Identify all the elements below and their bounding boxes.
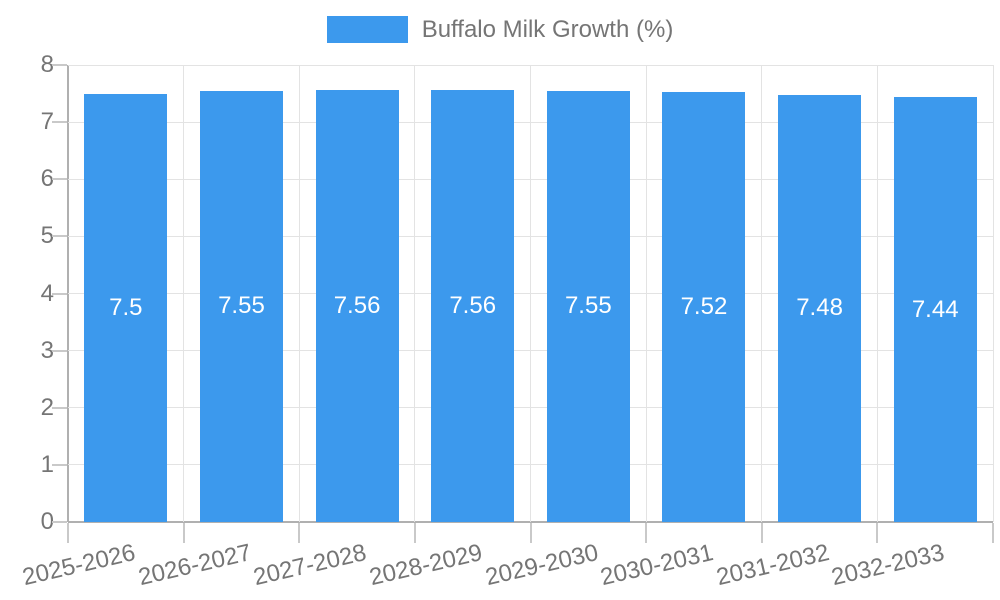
y-tick-label: 3 bbox=[40, 336, 54, 364]
plot-area: 7.5 7.55 7.56 7.56 7.55 7.52 7.48 7.44 bbox=[52, 64, 994, 543]
gridline-vertical bbox=[183, 65, 185, 522]
y-axis-tick bbox=[52, 463, 67, 466]
x-axis-tick bbox=[760, 523, 763, 543]
legend-swatch-icon bbox=[326, 16, 408, 43]
y-axis-tick bbox=[52, 349, 67, 352]
x-axis-tick bbox=[298, 523, 301, 543]
bar-value-label: 7.56 bbox=[333, 292, 381, 320]
bar-2025-2026: 7.5 bbox=[84, 93, 168, 522]
y-tick-label: 4 bbox=[40, 279, 54, 307]
x-axis-tick bbox=[876, 523, 879, 543]
gridline-vertical bbox=[876, 65, 878, 522]
x-axis-line bbox=[68, 521, 993, 523]
x-axis-tick bbox=[529, 523, 532, 543]
x-tick-label-2029-2030: 2029-2030 bbox=[482, 539, 601, 592]
y-tick-label: 7 bbox=[40, 108, 54, 136]
x-axis-tick bbox=[645, 523, 648, 543]
bar-value-label: 7.44 bbox=[911, 295, 959, 323]
gridline-vertical bbox=[298, 65, 300, 522]
x-tick-label-2031-2032: 2031-2032 bbox=[713, 539, 832, 592]
bar-2030-2031: 7.52 bbox=[662, 92, 746, 522]
bar-2032-2033: 7.44 bbox=[893, 97, 977, 522]
bar-2027-2028: 7.56 bbox=[315, 90, 399, 522]
y-axis-tick bbox=[52, 178, 67, 181]
gridline-vertical bbox=[414, 65, 416, 522]
x-axis-labels: 2025-2026 2026-2027 2027-2028 2028-2029 2029… bbox=[20, 527, 993, 600]
gridline-vertical bbox=[992, 65, 994, 522]
y-tick-label: 0 bbox=[40, 508, 54, 535]
bar-2029-2030: 7.55 bbox=[546, 90, 630, 522]
x-axis-tick bbox=[413, 523, 416, 543]
x-axis-tick bbox=[992, 523, 994, 543]
x-tick-label-2028-2029: 2028-2029 bbox=[366, 539, 485, 592]
bar-value-label: 7.55 bbox=[564, 292, 612, 320]
y-axis-tick bbox=[52, 521, 67, 523]
gridline-vertical bbox=[645, 65, 647, 522]
y-tick-label: 2 bbox=[40, 393, 54, 421]
legend-item-buffalo-milk-growth[interactable]: Buffalo Milk Growth (%) bbox=[326, 16, 674, 43]
y-tick-label: 5 bbox=[40, 222, 54, 250]
x-tick-label-2032-2033: 2032-2033 bbox=[829, 539, 948, 592]
x-tick-label-2026-2027: 2026-2027 bbox=[135, 539, 254, 592]
y-axis-tick bbox=[52, 235, 67, 238]
x-tick-label-2027-2028: 2027-2028 bbox=[251, 539, 370, 592]
y-tick-label: 8 bbox=[40, 51, 54, 78]
x-tick-label-2025-2026: 2025-2026 bbox=[19, 539, 138, 592]
legend-label: Buffalo Milk Growth (%) bbox=[421, 16, 674, 43]
x-tick-label-2030-2031: 2030-2031 bbox=[598, 539, 717, 592]
chart-legend: Buffalo Milk Growth (%) bbox=[0, 16, 1000, 43]
bar-value-label: 7.52 bbox=[680, 293, 728, 321]
bar-2031-2032: 7.48 bbox=[778, 94, 862, 522]
bar-value-label: 7.5 bbox=[109, 293, 143, 321]
x-axis-tick bbox=[182, 523, 185, 543]
x-axis-tick bbox=[67, 523, 69, 543]
y-tick-label: 1 bbox=[40, 450, 54, 478]
bar-value-label: 7.48 bbox=[796, 294, 843, 322]
bar-value-label: 7.56 bbox=[449, 292, 497, 320]
y-axis-tick bbox=[52, 292, 67, 295]
gridline-vertical bbox=[530, 65, 531, 522]
y-axis-tick bbox=[52, 64, 67, 66]
y-tick-label: 6 bbox=[40, 165, 54, 193]
bar-2028-2029: 7.56 bbox=[431, 90, 515, 522]
y-axis-tick bbox=[52, 406, 67, 409]
y-axis-labels: 0 1 2 3 4 5 6 7 8 bbox=[0, 51, 54, 535]
bar-value-label: 7.55 bbox=[218, 292, 265, 320]
bar-2026-2027: 7.55 bbox=[199, 90, 283, 522]
y-axis-tick bbox=[52, 121, 67, 124]
gridline-vertical bbox=[761, 65, 763, 522]
